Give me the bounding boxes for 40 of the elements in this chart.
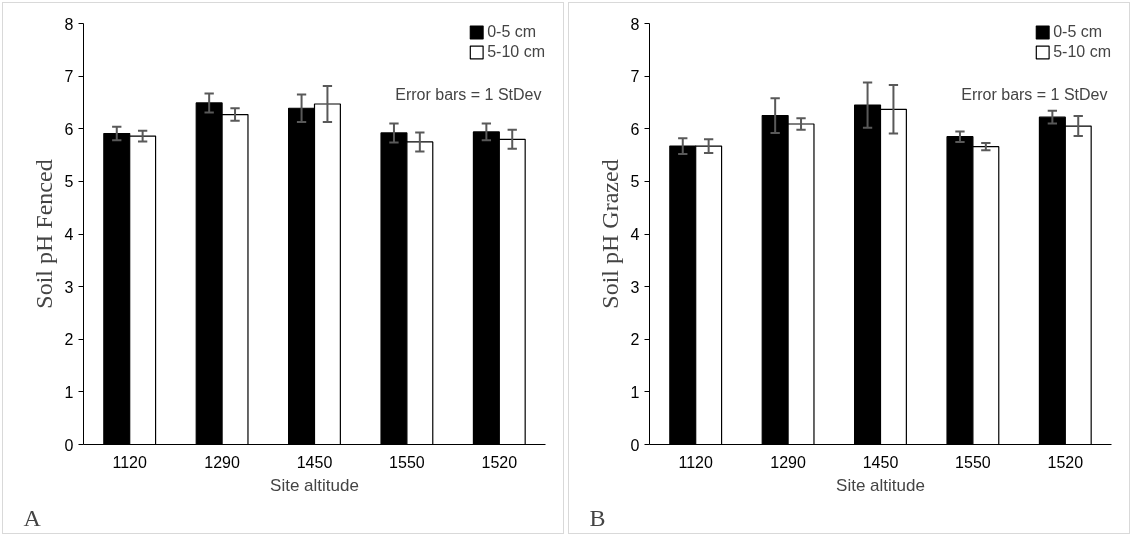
x-tick-label: 1520	[481, 453, 518, 471]
x-tick-label: 1290	[204, 453, 240, 471]
y-tick-label: 2	[64, 331, 74, 349]
y-tick-label: 4	[64, 226, 74, 243]
x-axis-title: Site altitude	[836, 475, 925, 495]
x-axis-title: Site altitude	[270, 475, 359, 495]
y-tick-label: 8	[630, 15, 640, 33]
legend-label: 0-5 cm	[1053, 23, 1103, 41]
y-tick-label: 6	[64, 120, 74, 138]
y-tick-label: 5	[64, 173, 74, 191]
x-tick-label: 1290	[770, 453, 806, 471]
y-axis-title: Soil pH Fenced	[30, 159, 57, 309]
x-tick-label: 1120	[112, 453, 147, 471]
y-axis-title: Soil pH Grazed	[596, 159, 623, 309]
annotation: Error bars = 1 StDev	[395, 85, 542, 103]
text: B	[589, 504, 606, 531]
x-tick-label: 1450	[862, 453, 899, 471]
y-tick-label: 8	[64, 15, 74, 33]
y-tick-label: 5	[630, 173, 640, 191]
y-tick-label: 0	[64, 436, 74, 454]
x-tick-label: 1550	[955, 453, 991, 471]
annotation: Error bars = 1 StDev	[961, 85, 1108, 103]
x-tick-label: 1520	[1047, 453, 1084, 471]
text: A	[23, 504, 42, 531]
legend-label: 5-10 cm	[1053, 43, 1111, 61]
y-tick-label: 3	[630, 278, 640, 296]
x-tick-label: 1450	[296, 453, 333, 471]
legend-label: 0-5 cm	[487, 23, 537, 41]
y-tick-label: 4	[630, 226, 640, 243]
y-tick-label: 3	[64, 278, 74, 296]
y-tick-label: 7	[630, 68, 640, 86]
x-tick-label: 1550	[389, 453, 425, 471]
y-tick-label: 6	[630, 120, 640, 138]
y-tick-label: 7	[64, 68, 74, 86]
y-tick-label: 2	[630, 331, 640, 349]
y-tick-label: 1	[64, 383, 74, 401]
legend-label: 5-10 cm	[487, 43, 545, 61]
y-tick-label: 1	[630, 383, 640, 401]
x-tick-label: 1120	[678, 453, 713, 471]
y-tick-label: 0	[630, 436, 640, 454]
